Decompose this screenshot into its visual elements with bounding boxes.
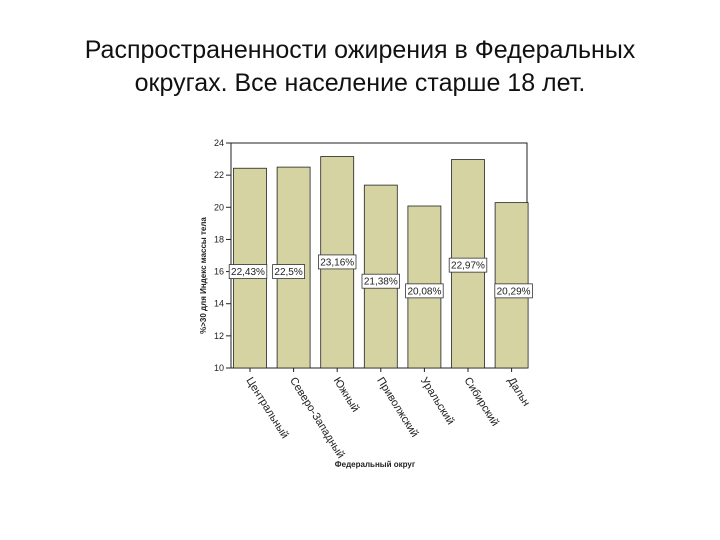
slide-title-line-1: Распространенности ожирения в Федеральны… bbox=[84, 36, 636, 64]
x-tick-label: Южный bbox=[331, 375, 362, 414]
y-tick-label: 24 bbox=[214, 138, 224, 148]
x-tick-label: Приволжский bbox=[374, 375, 420, 439]
data-label-box bbox=[448, 257, 488, 273]
data-label: 21,38% bbox=[364, 277, 398, 288]
data-label: 20,29% bbox=[497, 286, 531, 297]
y-tick-label: 12 bbox=[214, 331, 224, 341]
slide-title: Распространенности ожирения в Федеральны… bbox=[0, 34, 720, 100]
data-label: 22,5% bbox=[274, 267, 302, 278]
data-label-box bbox=[272, 264, 306, 279]
data-label-box bbox=[317, 254, 357, 270]
data-label: 22,43% bbox=[231, 267, 265, 278]
y-tick-label: 20 bbox=[214, 202, 224, 212]
x-axis-label: Федеральный округ bbox=[335, 460, 416, 469]
y-tick-label: 10 bbox=[214, 363, 224, 373]
y-axis-label: %>30 для Индекс массы тела bbox=[199, 217, 208, 334]
data-label-box bbox=[361, 273, 400, 289]
slide-title-line-2: округах. Все население старше 18 лет. bbox=[134, 69, 586, 97]
x-tick-label: Центральный bbox=[243, 375, 290, 441]
data-label: 22,97% bbox=[451, 261, 485, 272]
data-label-box bbox=[405, 283, 444, 299]
data-label: 20,08% bbox=[407, 286, 441, 297]
y-tick-label: 16 bbox=[214, 267, 224, 277]
y-tick-label: 22 bbox=[214, 170, 224, 180]
data-label-box bbox=[228, 264, 268, 279]
x-tick-label: Сибирский bbox=[461, 375, 500, 428]
data-label: 23,16% bbox=[320, 257, 354, 268]
x-tick-label: Дальн bbox=[505, 375, 532, 408]
y-tick-label: 18 bbox=[214, 234, 224, 244]
y-tick-label: 14 bbox=[214, 299, 224, 309]
x-tick-label: Уральский bbox=[418, 375, 457, 427]
data-label-box bbox=[494, 283, 533, 299]
